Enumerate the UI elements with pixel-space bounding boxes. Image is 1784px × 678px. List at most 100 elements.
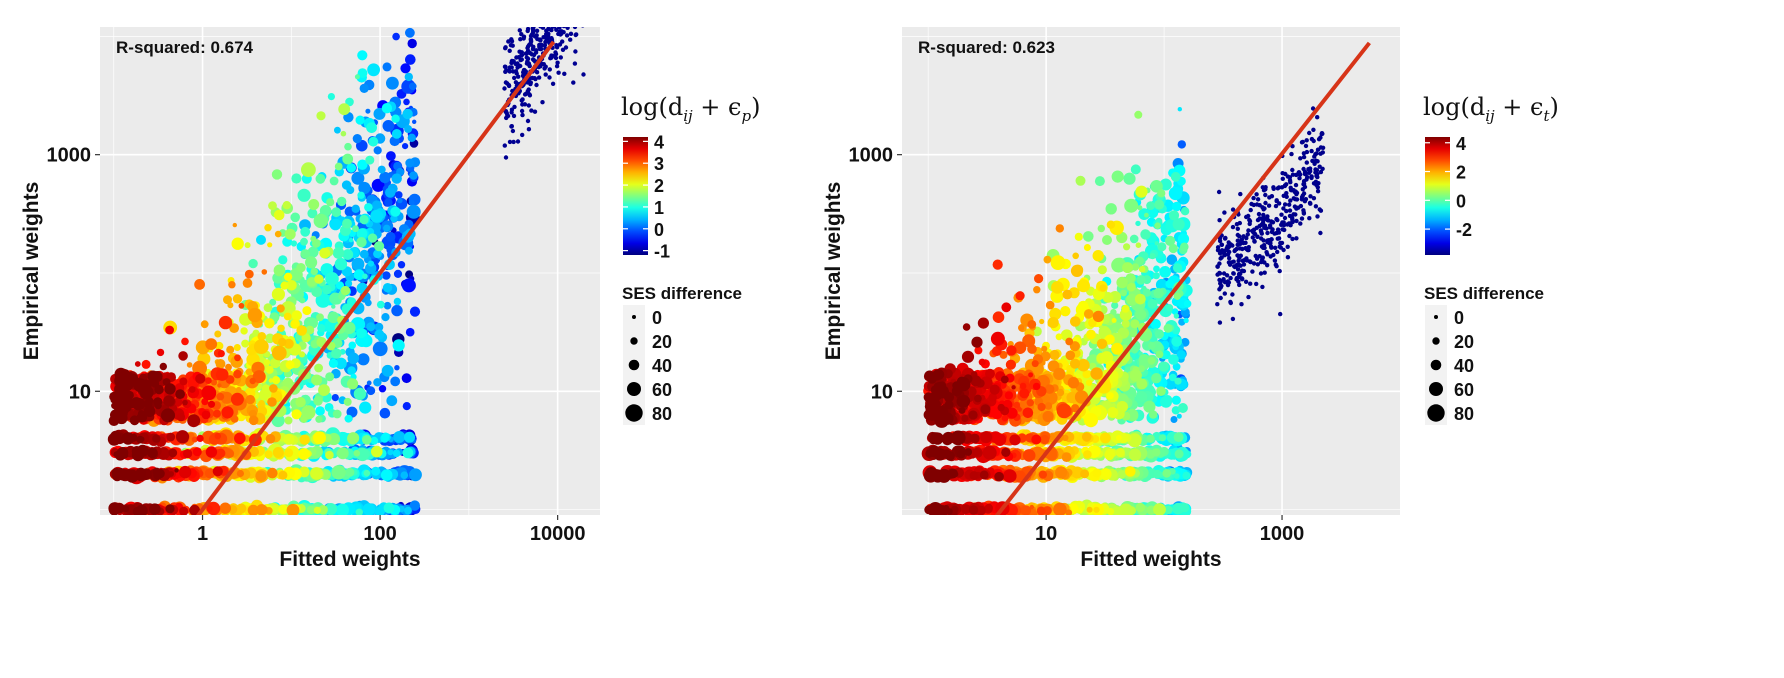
scatter-point [537,75,541,79]
scatter-point [195,374,205,384]
scatter-point [564,8,568,12]
scatter-point [1318,231,1322,235]
scatter-point [355,74,360,79]
scatter-point [216,368,229,381]
scatter-point [1084,413,1098,427]
scatter-point [1314,180,1318,184]
scatter-point [1130,369,1142,381]
scatter-point [1236,233,1240,237]
scatter-point [1148,342,1156,350]
scatter-point [1288,178,1292,182]
scatter-point [1218,271,1222,275]
scatter-point [1246,248,1250,252]
scatter-point [519,58,523,62]
scatter-point [379,385,386,392]
scatter-point [391,305,402,316]
scatter-point [544,21,548,25]
scatter-point [528,13,532,17]
scatter-point [1255,235,1259,239]
scatter-point [176,430,189,443]
scatter-point [1283,202,1287,206]
scatter-point [1222,271,1226,275]
scatter-point [525,46,529,50]
scatter-point [344,143,352,151]
scatter-point [537,12,541,16]
scatter-point [187,362,193,368]
scatter-point [578,1,582,5]
scatter-point [579,16,583,20]
scatter-point [342,219,352,229]
scatter-point [177,413,185,421]
scatter-point [568,2,572,6]
scatter-point [1223,236,1227,240]
scatter-point [1139,266,1146,273]
scatter-point [1157,189,1165,197]
scatter-point [1259,228,1263,232]
scatter-point [542,17,546,21]
scatter-point [1255,202,1259,206]
scatter-point [1083,450,1092,459]
scatter-point [267,468,278,479]
scatter-point [277,325,284,332]
scatter-point [1263,193,1267,197]
scatter-point [111,392,122,403]
scatter-point [255,471,266,482]
scatter-point [1271,220,1275,224]
scatter-point [225,364,232,371]
scatter-point [1246,295,1250,299]
scatter-point [345,468,354,477]
scatter-point [1086,380,1092,386]
scatter-point [520,109,524,113]
scatter-point [357,353,369,365]
scatter-point [256,504,267,515]
scatter-point [582,7,586,11]
scatter-point [543,43,547,47]
scatter-point [503,70,507,74]
scatter-point [562,24,566,28]
size-legend-label: 40 [652,356,672,376]
scatter-point [292,310,302,320]
scatter-point [562,72,566,76]
scatter-point [1169,244,1178,253]
colorbar-tick-label: 3 [654,154,664,174]
scatter-point [1149,410,1157,418]
scatter-point [120,410,127,417]
scatter-point [332,394,339,401]
scatter-point [1098,265,1107,274]
scatter-point [1302,179,1306,183]
scatter-point [1315,168,1319,172]
scatter-point [1136,503,1145,512]
scatter-point [552,16,556,20]
scatter-point [1294,219,1298,223]
scatter-point [1230,292,1234,296]
scatter-point [1217,287,1221,291]
colorbar [623,137,648,255]
scatter-point [360,250,369,259]
scatter-point [310,236,316,242]
scatter-point [347,163,357,173]
scatter-point [531,46,535,50]
scatter-point [1106,203,1117,214]
scatter-point [264,359,270,365]
scatter-point [1046,301,1055,310]
scatter-point [1236,239,1240,243]
scatter-point [402,278,416,292]
scatter-point [559,55,563,59]
scatter-point [403,402,411,410]
scatter-point [300,238,308,246]
scatter-point [1136,242,1142,248]
scatter-point [342,154,353,165]
scatter-point [1053,368,1065,380]
scatter-point [272,169,282,179]
scatter-point [1124,199,1138,213]
scatter-point [526,119,530,123]
scatter-point [1287,203,1291,207]
scatter-point [386,395,397,406]
scatter-point [1102,235,1112,245]
scatter-point [554,4,558,8]
scatter-point [352,258,365,271]
scatter-point [1302,155,1306,159]
scatter-point [121,397,130,406]
scatter-point [518,37,522,41]
scatter-point [1180,243,1189,252]
